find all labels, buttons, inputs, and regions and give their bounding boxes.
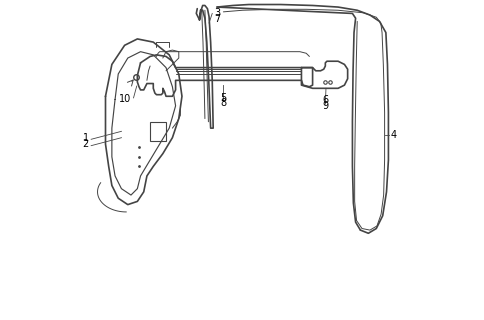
Text: 7: 7 [214,14,220,24]
Text: 9: 9 [321,101,328,111]
Text: 3: 3 [214,8,220,18]
Text: 8: 8 [220,98,226,108]
Text: 5: 5 [220,93,226,103]
Bar [150,122,166,141]
Text: 4: 4 [390,130,396,140]
Text: 6: 6 [321,95,328,105]
Text: 10: 10 [119,94,131,104]
Text: 1: 1 [83,133,89,143]
Text: 2: 2 [82,139,89,149]
